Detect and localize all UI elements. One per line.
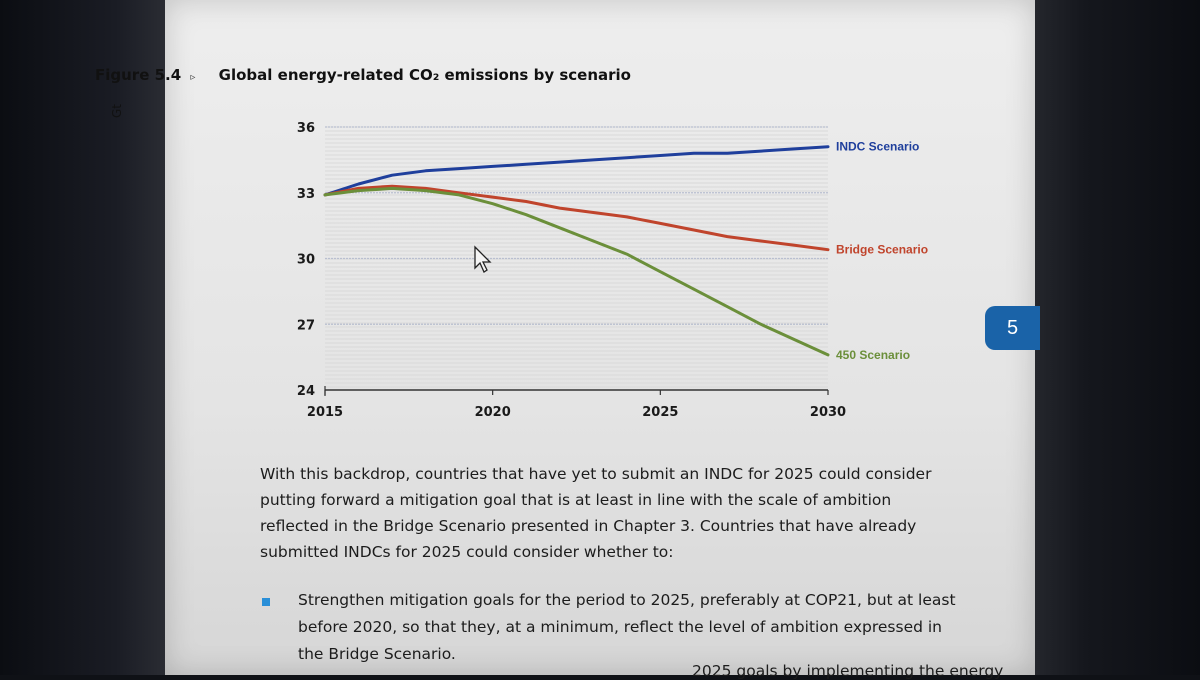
monitor-bezel-right	[1035, 0, 1200, 675]
series-label: INDC Scenario	[836, 140, 919, 154]
x-tick-label: 2025	[642, 405, 678, 420]
y-tick-label: 33	[297, 187, 315, 202]
x-tick-label: 2015	[307, 405, 343, 420]
mouse-cursor-icon	[474, 245, 492, 273]
series-line	[323, 145, 830, 197]
bullet-text: Strengthen mitigation goals for the peri…	[298, 591, 956, 663]
figure-marker-icon: ▹	[190, 72, 196, 83]
chapter-tab[interactable]: 5	[985, 306, 1040, 350]
x-tick-label: 2020	[475, 405, 511, 420]
y-tick-label: 30	[297, 253, 315, 268]
y-tick-label: 36	[297, 121, 315, 136]
monitor-bezel-left	[0, 0, 165, 675]
document-page	[165, 0, 1035, 675]
bullet-item: Strengthen mitigation goals for the peri…	[260, 587, 960, 668]
x-tick-label: 2030	[810, 405, 846, 420]
series-label: Bridge Scenario	[836, 243, 928, 257]
bullet-square-icon	[262, 598, 270, 606]
cutoff-line: 2025 goals by implementing the energy	[692, 662, 1004, 680]
series-line	[323, 184, 830, 252]
figure-heading: Figure 5.4 ▹ Global energy-related CO₂ e…	[95, 66, 631, 84]
body-paragraph: With this backdrop, countries that have …	[260, 465, 932, 561]
y-tick-label: 27	[297, 318, 315, 333]
figure-number: Figure 5.4	[95, 66, 182, 84]
series-label: 450 Scenario	[836, 348, 910, 362]
chapter-tab-label: 5	[1006, 316, 1019, 339]
series-line	[323, 186, 830, 357]
figure-title: Global energy-related CO₂ emissions by s…	[218, 66, 631, 84]
y-tick-label: 24	[297, 384, 315, 399]
